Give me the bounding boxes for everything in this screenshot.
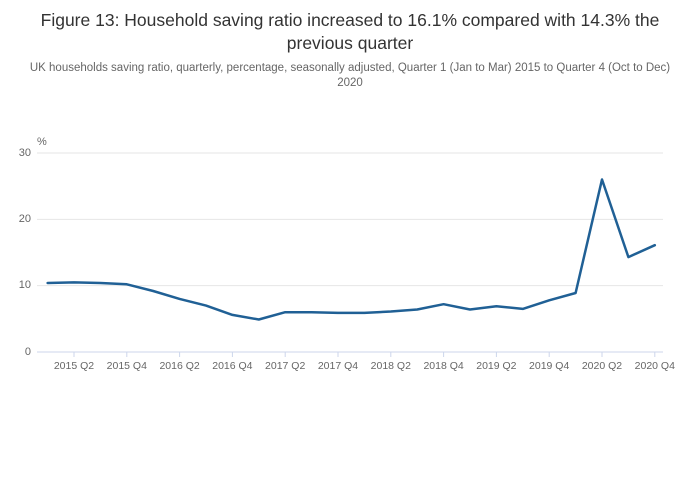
y-axis-tick-label: 20 bbox=[18, 212, 31, 225]
y-axis-tick-label: 0 bbox=[24, 345, 31, 358]
chart-subtitle: UK households saving ratio, quarterly, p… bbox=[29, 62, 671, 89]
x-axis-tick-label: 2019 Q2 bbox=[476, 360, 517, 372]
x-axis-tick-label: 2020 Q4 bbox=[634, 360, 675, 372]
x-axis-tick-label: 2019 Q4 bbox=[529, 360, 570, 372]
y-axis-tick-label: 30 bbox=[18, 146, 31, 159]
x-axis-tick-label: 2016 Q4 bbox=[212, 360, 253, 372]
x-axis-tick-label: 2015 Q2 bbox=[53, 360, 95, 372]
x-axis-tick-label: 2020 Q2 bbox=[581, 360, 623, 372]
saving-ratio-series-line bbox=[46, 178, 657, 321]
x-axis-tick-label: 2018 Q2 bbox=[370, 360, 411, 372]
y-axis-unit-label: % bbox=[37, 136, 47, 148]
x-axis-tick-label: 2018 Q4 bbox=[423, 360, 464, 372]
chart-title: Figure 13: Household saving ratio increa… bbox=[40, 10, 660, 53]
x-axis-tick-label: 2017 Q2 bbox=[265, 360, 306, 372]
y-axis-tick-label: 10 bbox=[18, 279, 31, 292]
x-axis-tick-label: 2017 Q4 bbox=[317, 360, 359, 372]
x-axis-tick-label: 2015 Q4 bbox=[106, 360, 147, 372]
x-axis-tick-label: 2016 Q2 bbox=[159, 360, 200, 372]
